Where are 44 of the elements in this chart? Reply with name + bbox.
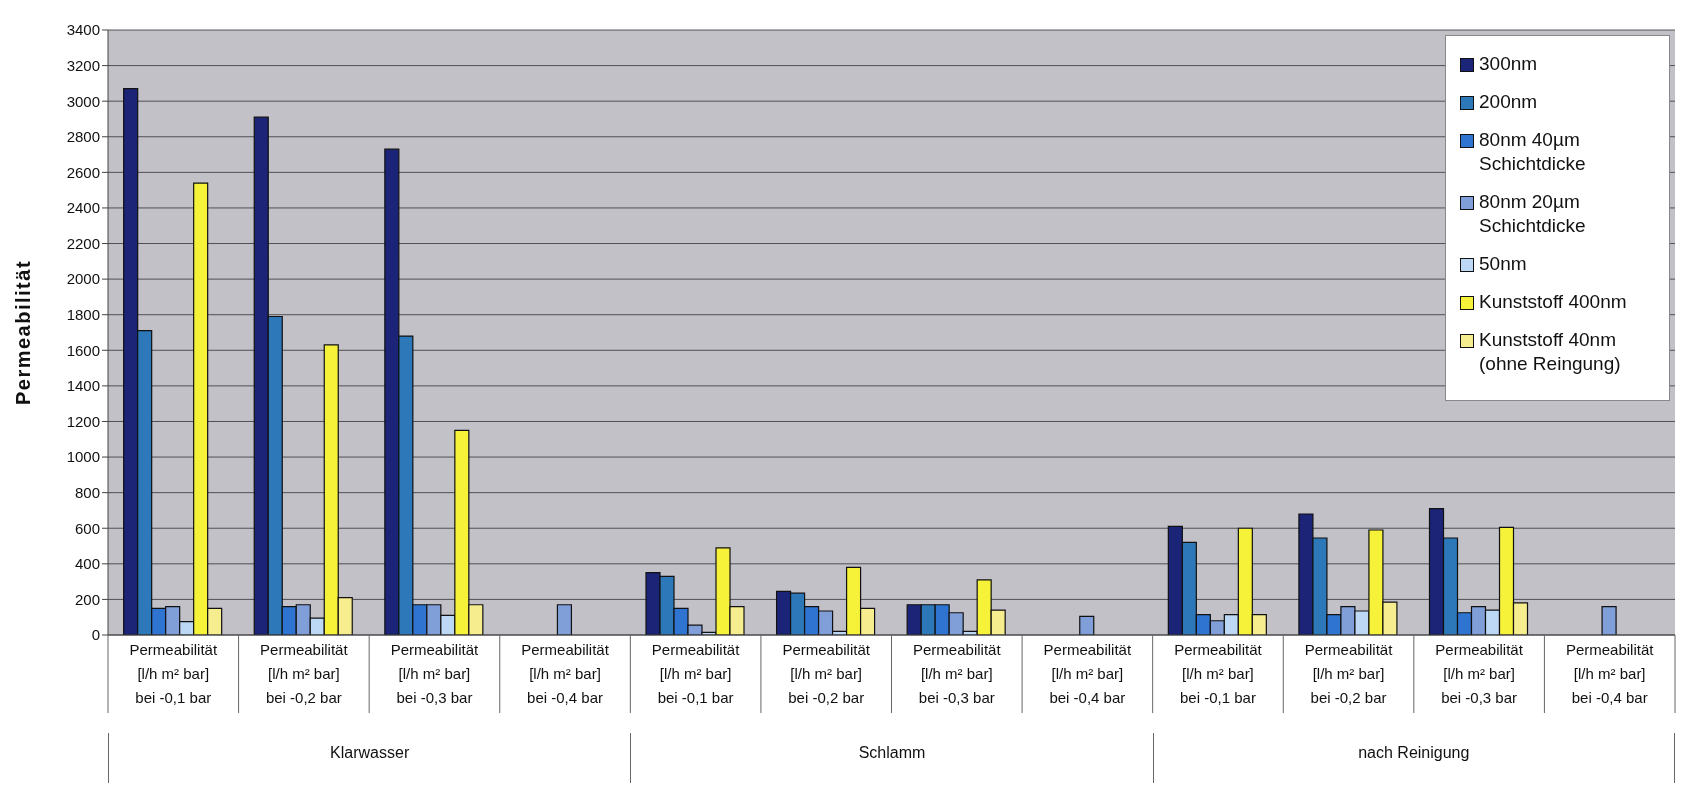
x-tick-label: Permeabilität [l/h m² bar] bei -0,4 bar [1043, 641, 1132, 706]
legend-label: Kunststoff 400nm [1479, 290, 1627, 314]
y-tick-label: 600 [74, 519, 100, 537]
y-tick-label: 3000 [66, 92, 100, 110]
x-tick-label: Permeabilität [l/h m² bar] bei -0,3 bar [390, 641, 480, 706]
y-tick-label: 1800 [66, 306, 100, 324]
x-tick-label: Permeabilität [l/h m² bar] bei -0,1 bar [651, 641, 741, 706]
y-tick-label: 2000 [66, 270, 100, 288]
x-tick-label: Permeabilität [l/h m² bar] bei -0,3 bar [913, 641, 1002, 706]
y-tick-label: 1600 [66, 341, 100, 359]
bar [1601, 605, 1617, 635]
y-tick-label: 3400 [66, 21, 100, 39]
legend-label: Kunststoff 40nm (ohne Reingung) [1479, 328, 1622, 376]
y-tick-label: 200 [74, 590, 100, 608]
y-tick-label: 2200 [66, 234, 100, 252]
x-tick-label: Permeabilität [l/h m² bar] bei -0,1 bar [129, 641, 218, 706]
y-axis-title: Permeabilität [12, 259, 35, 406]
y-tick-label: 1200 [66, 412, 100, 430]
x-tick-label: Permeabilität [l/h m² bar] bei -0,2 bar [782, 641, 871, 706]
x-tick-label: Permeabilität [l/h m² bar] bei -0,1 bar [1174, 641, 1263, 706]
bar [1079, 615, 1095, 635]
y-tick-label: 2600 [66, 163, 100, 181]
x-tick-label: Permeabilität [l/h m² bar] bei -0,4 bar [1565, 641, 1655, 706]
bar [556, 604, 573, 635]
legend-label: 300nm [1479, 52, 1538, 76]
y-tick-label: 1000 [66, 448, 100, 466]
text: nach Reinigung [1152, 733, 1675, 783]
y-tick-label: 3200 [66, 56, 100, 74]
y-tick-label: 400 [74, 555, 100, 573]
legend-label: 50nm [1479, 252, 1527, 276]
y-tick-label: 1400 [66, 377, 100, 395]
legend-label: 80nm 20µm Schichtdicke [1479, 190, 1587, 238]
y-tick-label: 0 [91, 626, 100, 644]
y-tick-label: 800 [74, 483, 100, 501]
y-tick-label: 2400 [66, 199, 100, 217]
text: Klarwasser [108, 733, 631, 783]
x-tick-label: Permeabilität [l/h m² bar] bei -0,4 bar [521, 641, 610, 706]
y-tick-label: 2800 [66, 128, 100, 146]
x-tick-label: Permeabilität [l/h m² bar] bei -0,2 bar [1304, 641, 1394, 706]
legend-label: 200nm [1479, 90, 1538, 114]
x-tick-label: Permeabilität [l/h m² bar] bei -0,2 bar [260, 641, 349, 706]
x-tick-label: Permeabilität [l/h m² bar] bei -0,3 bar [1435, 641, 1524, 706]
legend-label: 80nm 40µm Schichtdicke [1479, 128, 1587, 176]
text: Schlamm [630, 733, 1153, 783]
